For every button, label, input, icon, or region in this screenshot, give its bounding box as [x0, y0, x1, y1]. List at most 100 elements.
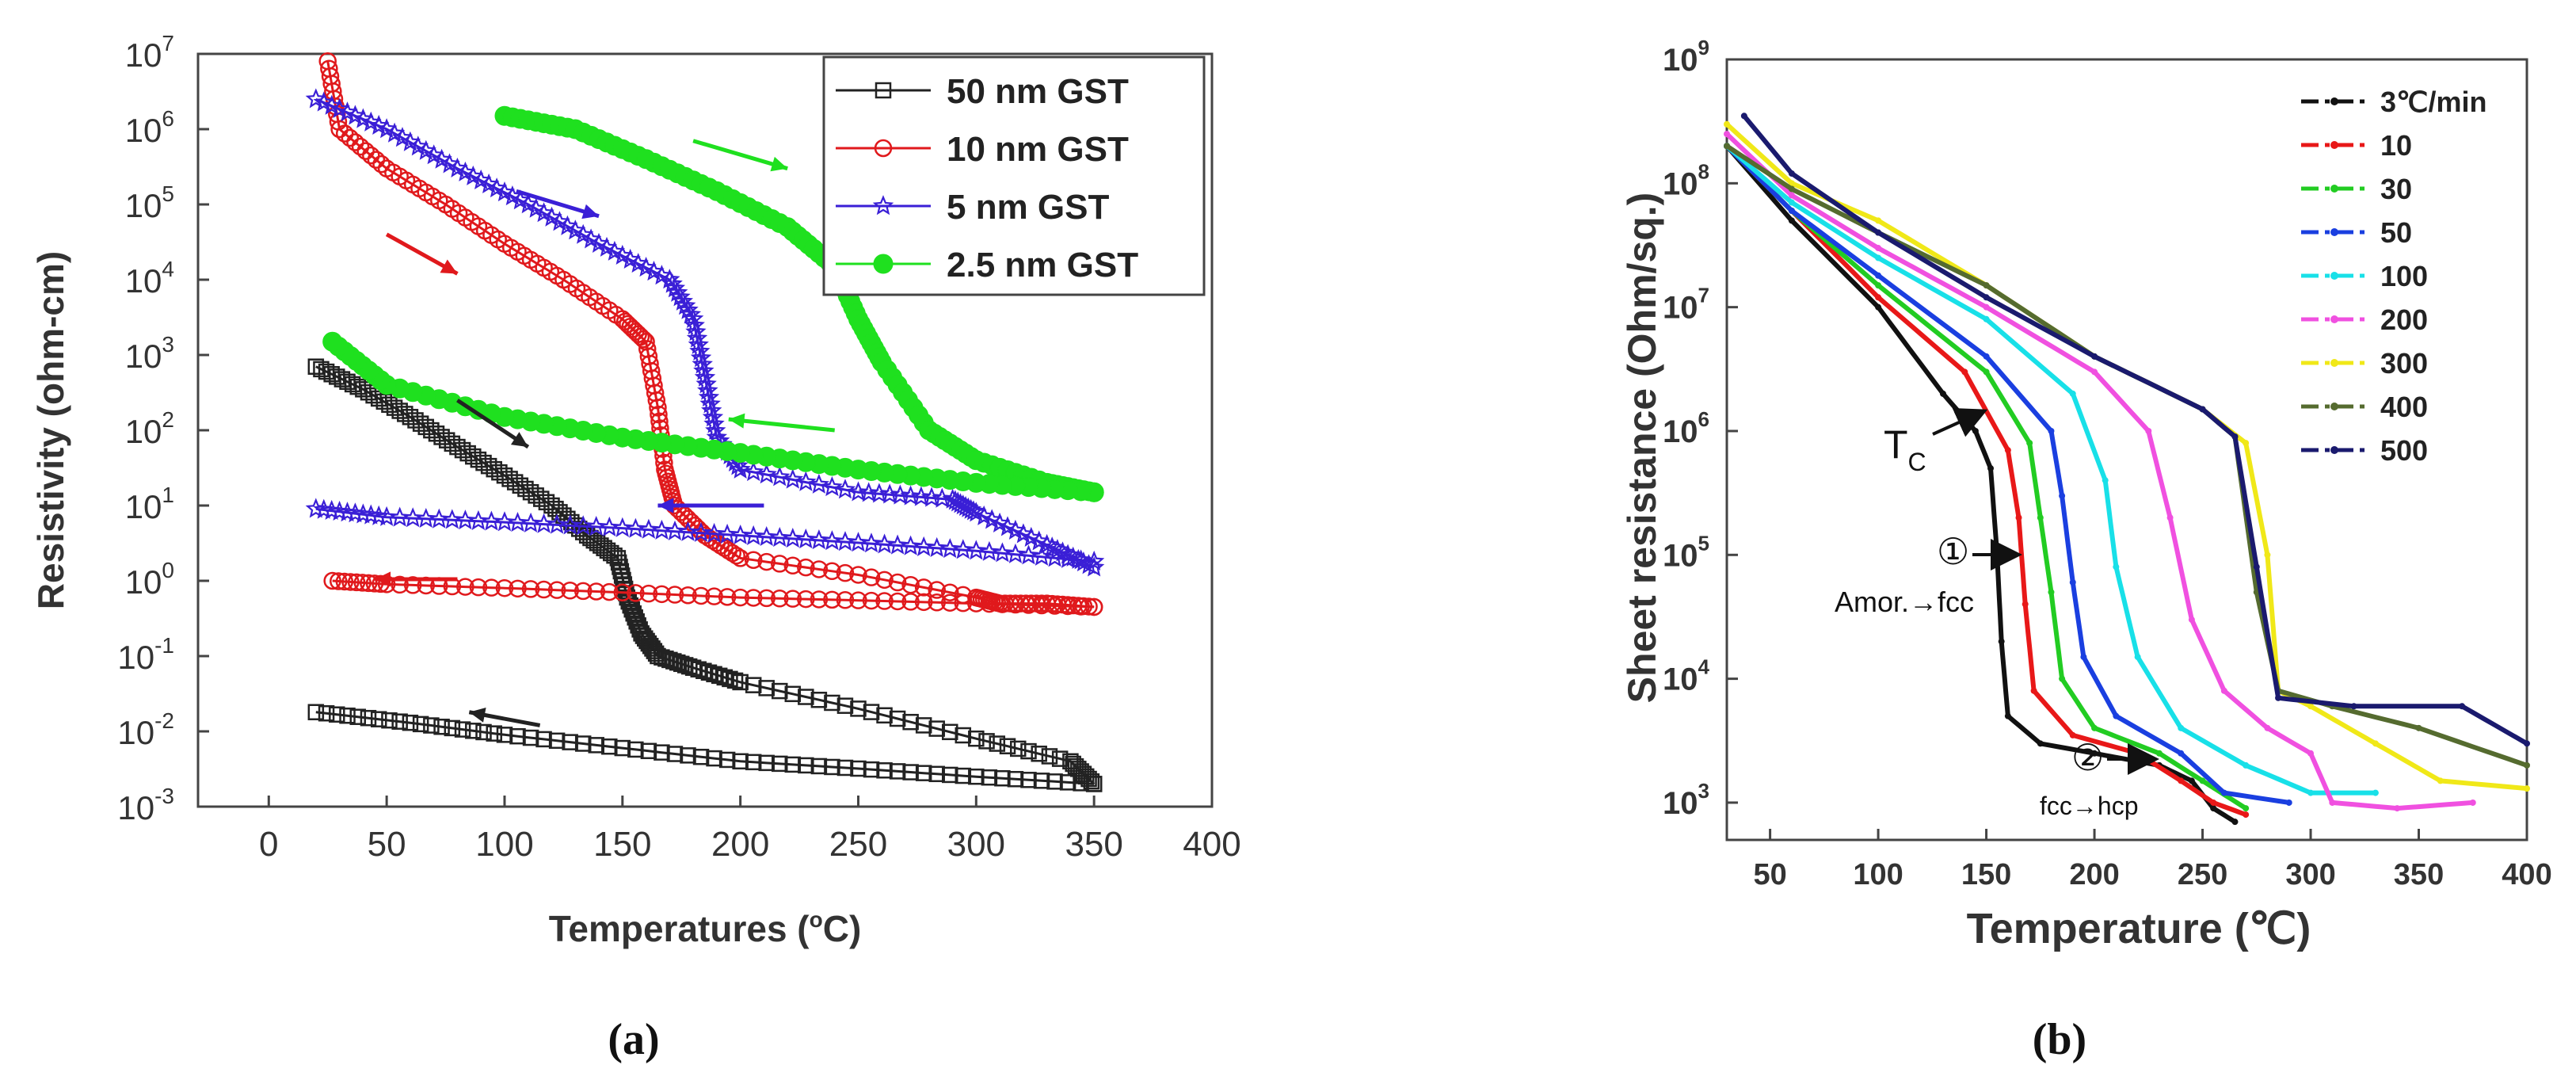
rate-200-point	[2220, 687, 2227, 694]
10-nm-gst-cooling-point	[731, 588, 749, 607]
panel-a-x-tick-label: 100	[475, 825, 533, 864]
rate-200-point	[1983, 303, 1990, 311]
rate-3-min-point	[2210, 805, 2217, 812]
10-nm-gst-cooling-point	[928, 593, 946, 612]
panel-b-x-tick-label: 200	[2069, 858, 2119, 891]
panel-a-x-tick-label: 400	[1183, 825, 1240, 864]
rate-100-point	[2178, 724, 2185, 731]
panel-b-y-tick-label: 105	[1663, 531, 1709, 573]
50-nm-gst-cooling-point	[562, 734, 578, 750]
5-nm-gst-heating-point	[769, 466, 791, 487]
10-nm-gst-heating-point	[634, 330, 653, 349]
legend-label-rate-50: 50	[2380, 216, 2412, 249]
10-nm-gst-cooling-point	[653, 585, 671, 604]
legend-marker-rate-400	[2330, 403, 2338, 410]
10-nm-gst-heating-point	[335, 124, 354, 143]
50-nm-gst-cooling-point	[509, 727, 526, 745]
panel-a-y-tick-label: 104	[125, 257, 174, 300]
panel-b-plot-frame	[1725, 58, 2528, 841]
5-nm-gst-cooling-point	[345, 502, 366, 523]
50-nm-gst-cooling-point	[360, 709, 377, 727]
50-nm-gst-cooling-point	[654, 744, 670, 761]
legend-label-50-nm-gst: 50 nm GST	[947, 72, 1129, 111]
10-nm-gst-cooling-point	[535, 580, 553, 599]
10-nm-gst-heating-point	[675, 506, 694, 525]
panel-b-x-tick-label: 400	[2502, 858, 2551, 891]
10-nm-gst-heating-point	[757, 552, 775, 571]
50-nm-gst-cooling-point	[824, 758, 840, 776]
10-nm-gst-cooling-point	[509, 579, 527, 598]
50-nm-gst-cooling-point	[454, 721, 471, 738]
series-50-nm-gst	[307, 358, 1103, 792]
panel-a-caption: (a)	[608, 1015, 659, 1064]
step-2-label: fcc→hcp	[2040, 792, 2138, 820]
10-nm-gst-cooling-point	[783, 590, 802, 608]
50-nm-gst-heating-point	[876, 707, 893, 724]
rate-3-min-point	[1972, 427, 1979, 434]
panel-b-y-tick-label: 109	[1663, 36, 1709, 78]
10-nm-gst-cooling-point	[469, 578, 488, 597]
rate-100-point	[2372, 789, 2379, 796]
rate-3-min-line	[1724, 144, 2237, 824]
rate-500-point	[1740, 113, 1747, 120]
10-nm-gst-heating-point	[862, 568, 881, 586]
rate-10-point	[2069, 731, 2076, 738]
10-nm-gst-heating-point	[888, 573, 907, 592]
rate-500-point	[2275, 694, 2282, 701]
panel-a-x-tick-label: 0	[259, 825, 278, 864]
rate-10-line	[1724, 144, 2247, 817]
rate-400-point	[1983, 282, 1990, 289]
10-nm-gst-cooling-line	[332, 579, 1095, 609]
5-nm-gst-heating-point	[690, 347, 712, 368]
50-nm-gst-heating-point	[915, 717, 932, 734]
10-nm-gst-cooling-point	[323, 571, 341, 590]
5-nm-gst-cooling-point	[368, 505, 390, 525]
50-nm-gst-cooling-point	[994, 769, 1011, 787]
rate-300-point	[1875, 217, 1882, 224]
50-nm-gst-heating-point	[978, 733, 995, 750]
50-nm-gst-cooling-point	[915, 765, 932, 781]
rate-50-point	[2080, 654, 2087, 661]
panel-a-x-tick-label: 150	[593, 825, 651, 864]
panel-b-x-tick-label: 250	[2178, 858, 2227, 891]
50-nm-gst-cooling-point	[863, 761, 880, 778]
panel-a-legend: 50 nm GST 10 nm GST 5 nm GST 2.5 nm GST	[822, 55, 1206, 296]
50-nm-gst-heating-point	[1041, 748, 1058, 765]
panel-a-x-tick-label: 350	[1065, 825, 1122, 864]
5-nm-gst-heating-point	[565, 219, 586, 240]
legend-label-rate-500: 500	[2380, 434, 2428, 467]
50-nm-gst-heating-point	[349, 378, 367, 395]
panel-a-y-tick-label: 106	[125, 106, 174, 149]
10-nm-gst-cooling-point	[836, 591, 855, 609]
rate-200-point	[2264, 724, 2271, 731]
direction-arrow-shaft	[728, 417, 835, 433]
10-nm-gst-cooling-point	[862, 591, 881, 610]
50-nm-gst-cooling-point	[486, 725, 502, 742]
50-nm-gst-heating-point	[1020, 742, 1037, 760]
rate-100-point	[1788, 199, 1795, 206]
5-nm-gst-heating-point	[782, 468, 804, 489]
5-nm-gst-heating-point	[962, 500, 985, 521]
rate-300-point	[2372, 740, 2379, 747]
50-nm-gst-heating-point	[1051, 750, 1069, 767]
10-nm-gst-cooling-point	[941, 593, 959, 612]
rate-200-point	[2091, 368, 2098, 376]
5-nm-gst-heating-point	[680, 303, 702, 324]
rate-30-point	[1983, 368, 1990, 376]
50-nm-gst-cooling-point	[423, 717, 440, 734]
rate-3-min-point	[1875, 303, 1882, 311]
panel-a-x-tick-label: 300	[947, 825, 1005, 864]
5-nm-gst-heating-point	[661, 273, 683, 293]
50-nm-gst-cooling-point	[798, 757, 814, 774]
10-nm-gst-heating-point	[351, 137, 370, 156]
5-nm-gst-heating-point	[697, 380, 718, 400]
rate-200-point	[2329, 799, 2336, 806]
50-nm-gst-cooling-point	[381, 712, 398, 729]
50-nm-gst-heating-point	[1031, 746, 1047, 762]
50-nm-gst-heating-point	[684, 659, 702, 676]
5-nm-gst-heating-point	[664, 277, 686, 298]
rate-100-point	[2069, 390, 2076, 397]
50-nm-gst-heating-point	[798, 689, 814, 705]
step-2-marker: ②	[2071, 737, 2104, 778]
legend-marker-5-nm-gst	[872, 195, 894, 216]
